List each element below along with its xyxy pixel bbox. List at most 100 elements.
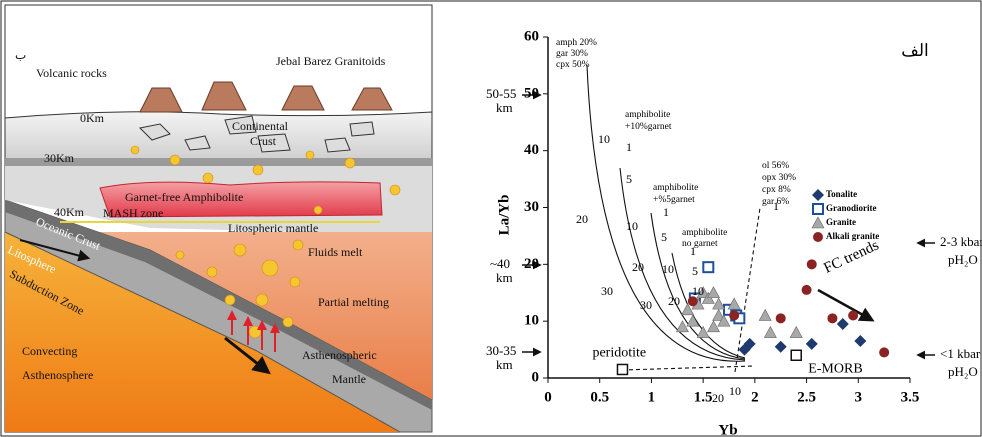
annotation: cpx 8% bbox=[762, 185, 791, 195]
point bbox=[706, 286, 720, 299]
x-tick-label: 1.5 bbox=[694, 389, 713, 405]
annotation: gar 30% bbox=[556, 49, 588, 59]
y-axis-label: La/Yb bbox=[496, 195, 512, 236]
point bbox=[805, 337, 818, 350]
legend-label: Tonalite bbox=[826, 189, 857, 199]
curve-label: 20 bbox=[632, 260, 644, 274]
annotation: no garnet bbox=[682, 239, 718, 249]
point bbox=[743, 337, 756, 350]
point bbox=[681, 303, 695, 316]
curve-label: 5 bbox=[661, 230, 667, 244]
point bbox=[789, 325, 803, 338]
curve-label: 10 bbox=[598, 132, 610, 146]
curve-label: 10 bbox=[662, 262, 674, 276]
point bbox=[706, 320, 720, 333]
annotation: FC trends bbox=[821, 237, 881, 276]
point bbox=[702, 261, 715, 274]
curve-label: 1 bbox=[663, 205, 669, 219]
amphibolite bbox=[99, 181, 383, 218]
legend-marker bbox=[813, 232, 823, 242]
point bbox=[854, 335, 867, 348]
x-tick-label: 3 bbox=[855, 389, 863, 405]
x-tick-label: 2 bbox=[751, 389, 759, 405]
y-tick-label: 0 bbox=[532, 369, 540, 385]
point bbox=[758, 308, 772, 321]
diagram-label: Partial melting bbox=[318, 295, 389, 309]
oceanic-crust bbox=[5, 200, 432, 410]
point bbox=[729, 310, 740, 321]
y-tick-label: 10 bbox=[524, 313, 539, 329]
x-tick-label: 0 bbox=[544, 389, 552, 405]
panel-label: الف bbox=[901, 41, 929, 60]
legend-label: Alkali granite bbox=[826, 231, 879, 241]
annotation: opx 30% bbox=[762, 173, 796, 183]
annotation: amphibolite bbox=[625, 110, 670, 120]
annotation: amph 20% bbox=[556, 38, 597, 48]
point bbox=[806, 259, 817, 270]
curve-label: 1 bbox=[690, 244, 696, 258]
annotation: amphibolite bbox=[653, 183, 698, 193]
point bbox=[836, 318, 849, 331]
slab-arrow bbox=[224, 336, 271, 375]
depth-label: 30-35 bbox=[486, 343, 516, 358]
continental-crust bbox=[4, 111, 433, 161]
curve-label: 10 bbox=[729, 384, 741, 398]
y-tick-label: 60 bbox=[524, 28, 539, 44]
reference-point bbox=[616, 363, 629, 376]
x-tick-label: 0.5 bbox=[590, 389, 609, 405]
point bbox=[687, 296, 698, 307]
curve-label: 5 bbox=[692, 264, 698, 278]
diagram-label: Litospheric mantle bbox=[228, 221, 318, 235]
legend-marker bbox=[812, 189, 824, 201]
annotation: amphibolite bbox=[682, 228, 727, 238]
granitoid-bodies bbox=[138, 115, 375, 153]
reference-label: E-MORB bbox=[808, 361, 862, 376]
curve-label: 30 bbox=[601, 284, 613, 298]
legend-marker bbox=[811, 216, 825, 229]
annotation: +10%garnet bbox=[625, 122, 672, 132]
diagram-label: MASH zone bbox=[103, 206, 163, 220]
depth-arrows bbox=[522, 90, 935, 360]
point bbox=[727, 297, 741, 310]
diagram-label: 0Km bbox=[80, 111, 105, 125]
reference-label: peridotite bbox=[592, 346, 646, 361]
point bbox=[763, 325, 777, 338]
annotation: ol 56% bbox=[762, 161, 789, 171]
diagram-label: 40Km bbox=[54, 205, 85, 219]
point bbox=[827, 313, 838, 324]
point bbox=[879, 347, 890, 358]
y-tick-label: 40 bbox=[524, 142, 539, 158]
y-tick-label: 30 bbox=[524, 199, 539, 215]
y-tick-label: 20 bbox=[524, 256, 539, 272]
curve-label: 1 bbox=[773, 199, 779, 213]
legend-label: Granodiorite bbox=[826, 203, 877, 213]
curve-label: 20 bbox=[668, 294, 680, 308]
depth-label: km bbox=[496, 100, 513, 115]
diagram-label: Crust bbox=[250, 134, 277, 148]
curve-label: 30 bbox=[640, 298, 652, 312]
diagram-label: Convecting bbox=[22, 344, 77, 358]
melt-blobs bbox=[130, 145, 401, 339]
crust-boundary bbox=[5, 158, 432, 166]
curve-label: 5 bbox=[626, 172, 632, 186]
volcanoes bbox=[139, 81, 393, 113]
diagram-label: Asthenospheric bbox=[302, 348, 377, 362]
diagram-label: Mantle bbox=[332, 372, 366, 386]
depth-label: km bbox=[496, 270, 513, 285]
diagram-label: Fluids melt bbox=[308, 245, 363, 259]
annotation: gar 6% bbox=[762, 197, 789, 207]
point bbox=[675, 320, 689, 333]
melting-curves bbox=[586, 64, 761, 373]
point bbox=[696, 325, 710, 338]
curve-label: 10 bbox=[626, 219, 638, 233]
point bbox=[696, 286, 710, 299]
point bbox=[712, 308, 726, 321]
pressure-label: 2-3 kbar bbox=[940, 234, 982, 249]
curve-label: 20 bbox=[576, 212, 588, 226]
litosphere-arrow bbox=[19, 239, 91, 262]
diagram-label: Volcanic rocks bbox=[36, 66, 107, 80]
diagram-label: Continental bbox=[232, 119, 289, 133]
depth-label: km bbox=[496, 357, 513, 372]
